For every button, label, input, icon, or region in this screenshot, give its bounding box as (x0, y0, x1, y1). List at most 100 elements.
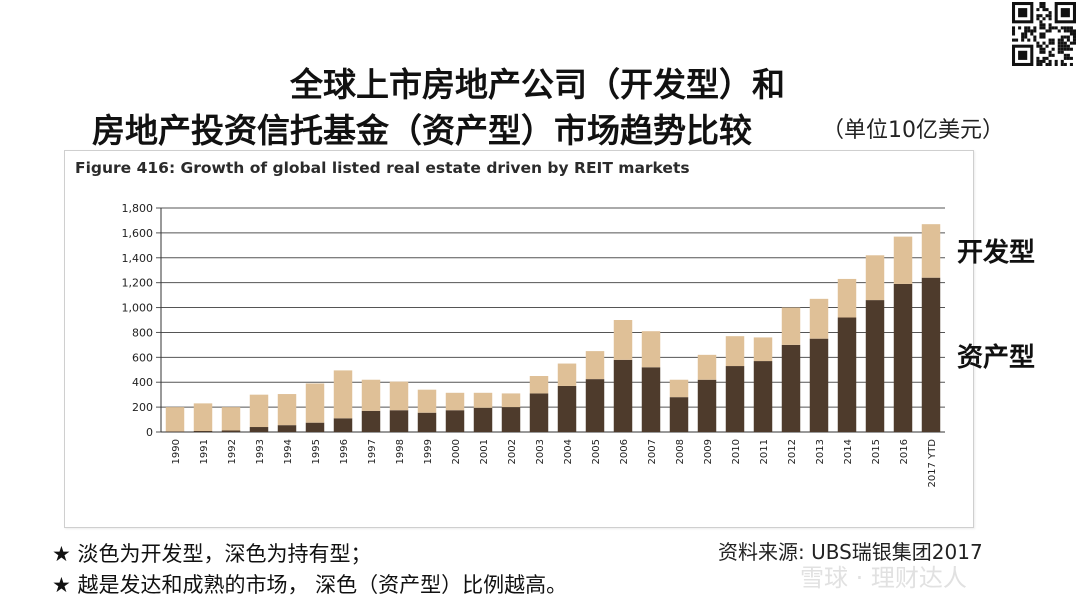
qr-module (1024, 26, 1028, 30)
qr-module (1069, 47, 1073, 51)
qr-module (1024, 32, 1028, 36)
x-tick-label: 2003 (535, 439, 546, 464)
qr-module (1060, 41, 1064, 45)
y-tick-label: 1,000 (122, 302, 154, 315)
qr-module (1048, 38, 1052, 42)
bar-light-1998 (389, 381, 409, 411)
qr-module (1072, 38, 1076, 42)
qr-module (1042, 35, 1046, 39)
qr-module (1015, 38, 1019, 42)
qr-module (1039, 5, 1043, 9)
bar-light-2001 (473, 392, 493, 408)
qr-module (1057, 44, 1061, 48)
qr-module (1042, 23, 1046, 27)
qr-module (1042, 2, 1046, 6)
bar-dark-1996 (333, 418, 353, 432)
qr-module (1066, 53, 1070, 57)
bar-light-2002 (501, 393, 521, 408)
qr-module (1036, 41, 1040, 45)
x-tick-label: 2002 (507, 439, 518, 464)
qr-module (1060, 44, 1064, 48)
qr-module (1066, 26, 1070, 30)
x-tick-label: 2014 (843, 439, 854, 464)
qr-module (1024, 35, 1028, 39)
qr-module (1036, 62, 1040, 66)
bar-light-2009 (697, 354, 717, 380)
bar-light-1993 (249, 394, 269, 428)
y-tick-label: 200 (132, 401, 153, 414)
y-tick-label: 1,400 (122, 252, 154, 265)
bar-light-2015 (865, 255, 885, 301)
qr-module (1045, 56, 1049, 60)
x-tick-label: 2000 (451, 439, 462, 464)
qr-module (1012, 29, 1016, 33)
bar-light-1995 (305, 383, 325, 423)
qr-module (1060, 26, 1064, 30)
qr-module (1039, 26, 1043, 30)
note-line-1: ★ 淡色为开发型，深色为持有型； (52, 542, 372, 566)
development-type-label: 开发型 (957, 238, 1036, 268)
qr-module (1054, 59, 1058, 63)
qr-module (1051, 38, 1055, 42)
qr-module (1045, 8, 1049, 12)
qr-module (1048, 11, 1052, 15)
y-tick-label: 1,800 (122, 202, 154, 215)
bar-chart: 0 200 400 600 800 1,000 1,200 1,400 1,600 1,800 19… (122, 202, 945, 488)
note-line-2: ★ 越是发达和成熟的市场， 深色（资产型）比例越高。 (52, 573, 568, 597)
qr-module (1045, 14, 1049, 18)
bar-dark-2003 (529, 393, 549, 432)
bar-dark-2002 (501, 407, 521, 432)
qr-module (1042, 17, 1046, 21)
qr-module (1057, 41, 1061, 45)
y-tick-label: 1,600 (122, 227, 154, 240)
bar-light-2005 (585, 351, 605, 380)
qr-module (1039, 23, 1043, 27)
x-tick-label: 2005 (591, 439, 602, 464)
bar-light-2003 (529, 376, 549, 394)
qr-module (1039, 2, 1043, 6)
bar-light-1991 (193, 403, 213, 432)
qr-module (1069, 32, 1073, 36)
qr-module (1039, 35, 1043, 39)
bar-light-2010 (725, 336, 745, 367)
qr-module (1045, 29, 1049, 33)
bar-dark-1993 (249, 427, 269, 432)
x-tick-label: 2004 (563, 439, 574, 464)
y-tick-label: 1,200 (122, 277, 154, 290)
qr-module (1039, 50, 1043, 54)
qr-module (1036, 14, 1040, 18)
qr-module (1033, 38, 1037, 42)
x-tick-label: 1994 (283, 439, 294, 464)
x-tick-label: 2012 (787, 439, 798, 464)
qr-module (1021, 38, 1025, 42)
qr-module (1060, 59, 1064, 63)
qr-module (1042, 41, 1046, 45)
bar-light-2012 (781, 307, 801, 345)
bar-dark-1992 (221, 430, 241, 432)
qr-module (1063, 47, 1067, 51)
x-tick-label: 2007 (647, 439, 658, 464)
qr-module (1048, 26, 1052, 30)
x-tick-label: 2009 (703, 439, 714, 464)
qr-module (1063, 26, 1067, 30)
page-title-line-2: 房地产投资信托基金（资产型）市场趋势比较 (92, 111, 752, 150)
bar-light-2008 (669, 379, 689, 398)
qr-module (1063, 56, 1067, 60)
qr-module (1060, 50, 1064, 54)
chart-title: Figure 416: Growth of global listed real… (75, 159, 690, 177)
qr-module (1057, 29, 1061, 33)
bar-light-2014 (837, 278, 857, 318)
qr-module (1039, 59, 1043, 63)
x-tick-label: 1992 (227, 439, 238, 464)
qr-module (1042, 56, 1046, 60)
qr-module (1066, 38, 1070, 42)
bar-dark-2006 (613, 359, 633, 432)
page-title-line-1: 全球上市房地产公司（开发型）和 (290, 65, 785, 104)
qr-module (1027, 38, 1031, 42)
bar-dark-2009 (697, 379, 717, 432)
qr-module (1039, 14, 1043, 18)
qr-module (1063, 41, 1067, 45)
bar-light-2004 (557, 363, 577, 386)
qr-module (1045, 62, 1049, 66)
x-tick-label: 1998 (395, 439, 406, 464)
